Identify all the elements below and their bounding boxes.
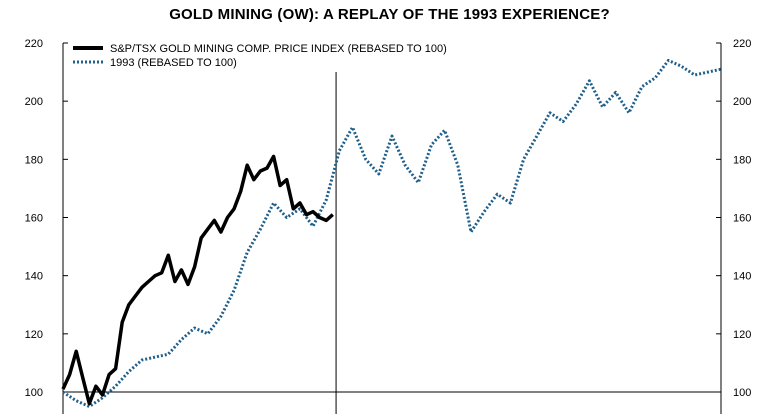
series-layer	[61, 58, 722, 408]
series-line-1993	[62, 58, 722, 408]
series-line-gold-mining-index	[61, 154, 334, 406]
y-tick-label-left: 220	[25, 38, 43, 50]
y-tick-label-left: 200	[25, 96, 43, 108]
legend-label-gold-mining-index: S&P/TSX GOLD MINING COMP. PRICE INDEX (R…	[110, 43, 447, 55]
y-tick-label-right: 220	[733, 38, 751, 50]
y-tick-label-left: 160	[25, 213, 43, 225]
legend: S&P/TSX GOLD MINING COMP. PRICE INDEX (R…	[73, 43, 447, 69]
y-tick-label-right: 160	[733, 213, 751, 225]
y-tick-label-right: 200	[733, 96, 751, 108]
y-axis-right-ticks: 100 120 140 160 180 200 220	[716, 38, 751, 399]
y-tick-label-right: 180	[733, 154, 751, 166]
y-tick-label-left: 120	[25, 329, 43, 341]
y-tick-label-left: 180	[25, 154, 43, 166]
y-tick-label-right: 100	[733, 387, 751, 399]
y-axis-left-ticks: 100 120 140 160 180 200 220	[25, 38, 68, 399]
y-tick-label-right: 140	[733, 271, 751, 283]
legend-label-1993: 1993 (REBASED TO 100)	[110, 57, 237, 69]
chart-title: GOLD MINING (OW): A REPLAY OF THE 1993 E…	[169, 6, 610, 23]
axes	[62, 43, 722, 414]
y-tick-label-left: 100	[25, 387, 43, 399]
y-tick-label-left: 140	[25, 271, 43, 283]
y-tick-label-right: 120	[733, 329, 751, 341]
